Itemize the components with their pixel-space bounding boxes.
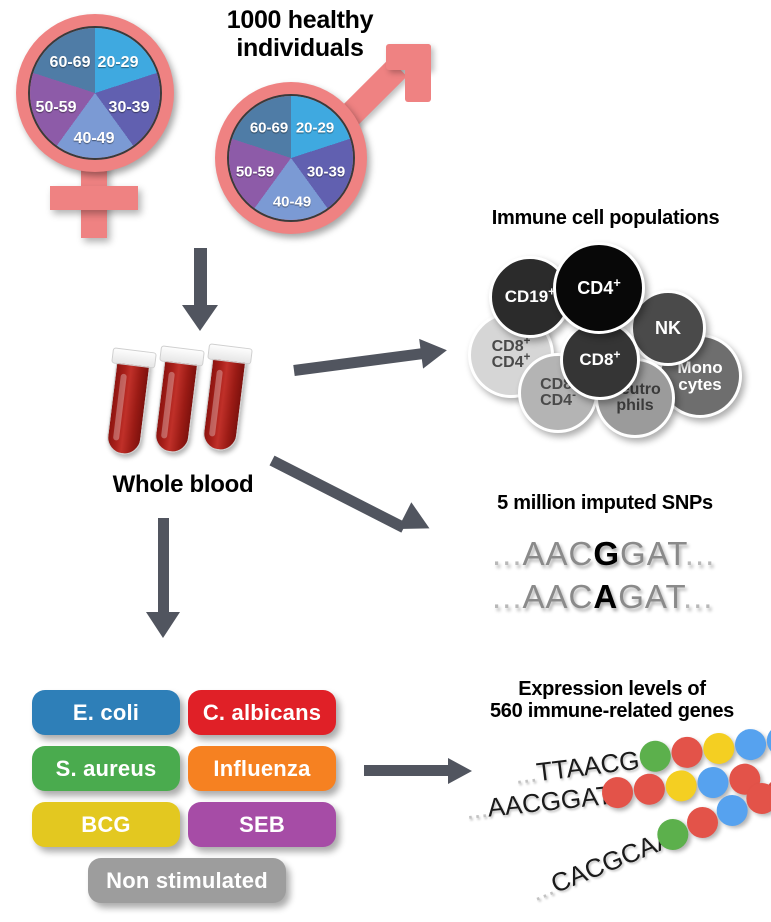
pie-label-20-29: 20-29 (295, 119, 335, 137)
immune-cell-cd8p-cd4p-line1: CD8 (491, 337, 524, 355)
stimulus-influenza[interactable]: Influenza (188, 746, 336, 791)
expression-bead (695, 765, 731, 800)
pie-slice-60-69 (229, 96, 353, 220)
blood-tube-body (153, 355, 199, 455)
expression-bead (632, 772, 667, 807)
immune-cell-monocytes-line2: cytes (678, 375, 722, 394)
male-symbol-arrowhead-vertical (405, 44, 431, 102)
pie-label-60-69: 60-69 (49, 54, 91, 71)
expression-bead (669, 735, 705, 770)
immune-cell-cd8n-cd4n-line1: CD8 (540, 375, 573, 393)
pie-label-40-49: 40-49 (73, 130, 115, 147)
immune-cell-cd8p-cd4p-sup1: + (523, 335, 531, 348)
blood-tube-highlight (112, 373, 128, 441)
immune-cell-cd19-label: CD19 (504, 287, 549, 307)
stimulus-seb[interactable]: SEB (188, 802, 336, 847)
expression-title: Expression levels of 560 immune-related … (458, 678, 766, 723)
snp-row1-prefix: ... (492, 535, 523, 572)
pie-label-60-69: 60-69 (249, 119, 289, 137)
immune-cell-neutrophils-line2: phils (616, 397, 654, 414)
blood-tube (201, 343, 253, 453)
female-symbol-crossbar (50, 186, 138, 210)
snp-sequence-row-2: ...AACAGAT... (492, 578, 713, 616)
stimulus-non-stimulated[interactable]: Non stimulated (88, 858, 286, 903)
expression-bead (701, 731, 737, 766)
expression-strand-2-text: ...AACGGAT (464, 780, 613, 826)
immune-cell-cd8-label: CD8 (579, 350, 614, 370)
immune-cell-cd8p-cd4p-sup2: + (523, 351, 531, 364)
immune-populations-title: Immune cell populations (491, 207, 720, 229)
whole-blood-label: Whole blood (112, 471, 254, 498)
expression-title-line1: Expression levels of (518, 678, 706, 700)
immune-cell-cluster: CD19+ CD4+ NK CD8+ CD4+ CD8+ Mono cytes … (440, 240, 771, 438)
pie-label-50-59: 50-59 (35, 99, 77, 116)
blood-tube (153, 345, 205, 455)
whole-blood-tubes (105, 340, 288, 460)
pie-label-50-59: 50-59 (235, 163, 275, 181)
immune-cell-cd4-label: CD4 (577, 277, 614, 298)
immune-cell-nk: NK (630, 290, 706, 366)
expression-strand-2-fade: ... (464, 792, 490, 825)
snps-title: 5 million imputed SNPs (497, 492, 713, 514)
expression-bead (733, 727, 768, 762)
blood-tube-highlight (160, 371, 176, 439)
snp-row2-right: GAT (618, 578, 683, 615)
immune-cell-cd4-superscript: + (613, 274, 621, 290)
expression-strand-2-sequence: AACGGAT (485, 779, 614, 823)
immune-cell-cd8-superscript: + (613, 347, 621, 362)
female-age-pie (28, 26, 162, 160)
snp-row1-variant: G (593, 535, 621, 572)
immune-cell-cd4: CD4+ (553, 242, 645, 334)
cohort-title: 1000 healthy individuals (180, 6, 420, 62)
snp-row2-variant: A (593, 578, 619, 615)
expression-bead (765, 723, 771, 758)
pie-label-30-39: 30-39 (108, 99, 150, 116)
stimulus-c-albicans[interactable]: C. albicans (188, 690, 336, 735)
stimulus-bcg[interactable]: BCG (32, 802, 180, 847)
female-symbol: 20-29 30-39 40-49 50-59 60-69 (8, 8, 198, 238)
snp-row2-left: AAC (522, 578, 594, 615)
immune-cell-cd8p-cd4p-line2: CD4 (491, 354, 524, 371)
stimulus-s-aureus[interactable]: S. aureus (32, 746, 180, 791)
cohort-title-line2: individuals (236, 34, 364, 62)
immune-cell-cd8n-cd4n-sup2: - (572, 389, 576, 402)
pie-label-20-29: 20-29 (97, 54, 139, 71)
expression-title-line2: 560 immune-related genes (489, 700, 734, 723)
snp-sequence-row-1: ...AACGGAT... (492, 535, 715, 573)
immune-cell-nk-label: NK (655, 317, 681, 338)
immune-cell-cd8: CD8+ (560, 320, 640, 400)
immune-cell-cd8n-cd4n-line2: CD4 (540, 392, 573, 409)
expression-strand-3-text: ...CACGCAA (526, 823, 677, 908)
male-age-pie (227, 94, 355, 222)
snp-row1-right: GAT (620, 535, 685, 572)
cohort-title-line1: 1000 healthy (226, 6, 374, 34)
pie-label-40-49: 40-49 (272, 193, 312, 211)
blood-tube-highlight (208, 369, 224, 437)
snp-row2-suffix: ... (682, 578, 714, 615)
snp-row1-suffix: ... (684, 535, 716, 572)
snp-row2-prefix: ... (492, 578, 523, 615)
blood-tube-body (105, 357, 151, 457)
snp-row1-left: AAC (522, 535, 594, 572)
blood-tube-body (201, 353, 247, 453)
pie-label-30-39: 30-39 (306, 163, 346, 181)
immune-cell-cd19-superscript: + (548, 284, 556, 299)
male-symbol: 20-29 30-39 40-49 50-59 60-69 (205, 40, 435, 250)
immune-cell-monocytes-line1: Mono (677, 357, 723, 377)
blood-tube (105, 347, 157, 457)
expression-bead (664, 768, 699, 803)
pie-slice-60-69 (30, 28, 160, 158)
stimulus-e-coli[interactable]: E. coli (32, 690, 180, 735)
